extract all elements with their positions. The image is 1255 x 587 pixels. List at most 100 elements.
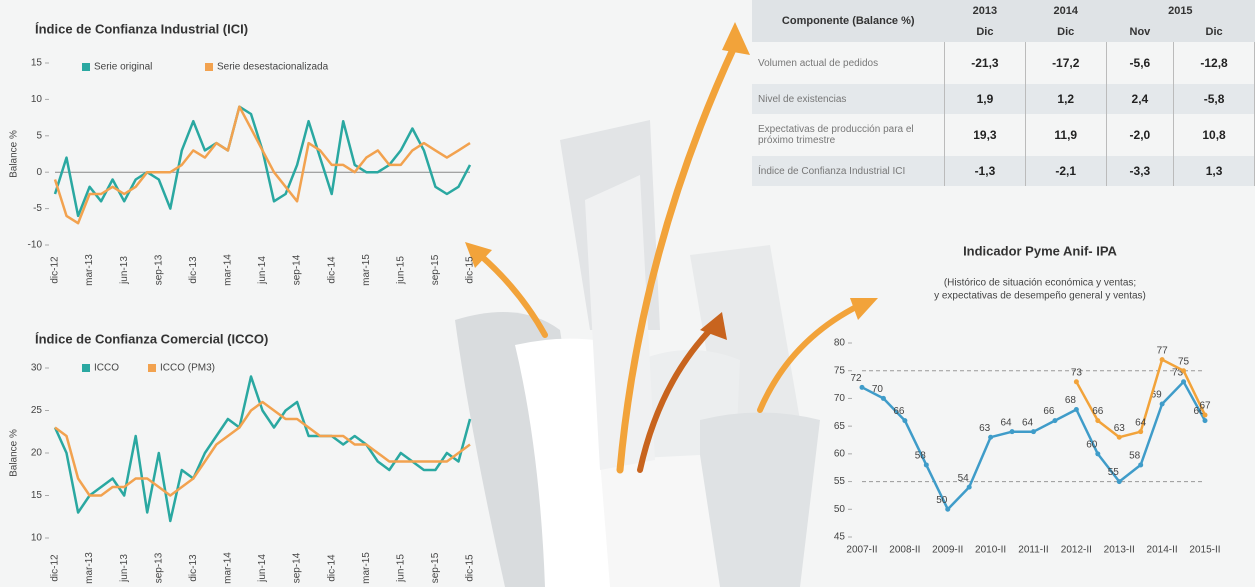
data-point bbox=[988, 434, 994, 440]
column-subheader: Dic bbox=[1173, 21, 1255, 42]
row-label: Volumen actual de pedidos bbox=[752, 42, 945, 84]
data-point bbox=[1073, 379, 1079, 385]
y-tick-label: 50 bbox=[834, 504, 846, 515]
y-tick-label: 10 bbox=[31, 533, 43, 544]
x-tick-label: 2008-II bbox=[889, 545, 920, 556]
data-label: 73 bbox=[1071, 367, 1083, 378]
data-point bbox=[1159, 357, 1165, 363]
data-label: 75 bbox=[1178, 356, 1190, 367]
data-label: 55 bbox=[1108, 467, 1120, 478]
data-point bbox=[1052, 418, 1058, 424]
y-tick-label: 70 bbox=[834, 393, 846, 404]
column-header: 2014 bbox=[1025, 0, 1107, 21]
data-label: 70 bbox=[872, 384, 884, 395]
data-label: 58 bbox=[1129, 451, 1141, 462]
x-tick-label: jun-14 bbox=[257, 256, 268, 285]
x-tick-label: 2010-II bbox=[975, 545, 1006, 556]
table-row: Expectativas de producción para el próxi… bbox=[752, 114, 1255, 156]
x-tick-label: dic-14 bbox=[326, 256, 337, 284]
series-line bbox=[53, 105, 472, 218]
data-label: 73 bbox=[1172, 367, 1184, 378]
y-tick-label: 10 bbox=[31, 94, 43, 105]
data-label: 64 bbox=[1022, 417, 1034, 428]
data-point bbox=[1095, 418, 1101, 424]
cell-value: -5,6 bbox=[1106, 42, 1175, 84]
row-label: Índice de Confianza Industrial ICI bbox=[752, 156, 945, 186]
cell-value: 1,3 bbox=[1173, 156, 1255, 186]
x-tick-label: mar-13 bbox=[84, 552, 95, 584]
x-tick-label: sep-13 bbox=[153, 552, 164, 583]
data-point bbox=[1095, 451, 1101, 457]
data-point bbox=[902, 418, 908, 424]
data-point bbox=[1159, 401, 1165, 407]
x-tick-label: jun-13 bbox=[119, 256, 130, 285]
row-label: Expectativas de producción para el próxi… bbox=[752, 114, 945, 156]
data-label: 64 bbox=[1135, 417, 1147, 428]
data-table: Componente (Balance %) 2013 2014 2015 Dic Dic… bbox=[752, 0, 1255, 186]
arrows bbox=[465, 22, 878, 474]
data-point bbox=[966, 484, 972, 490]
chart-title: Índice de Confianza Industrial (ICI) bbox=[35, 21, 248, 36]
x-tick-label: jun-14 bbox=[257, 554, 268, 583]
cell-value: -2,0 bbox=[1106, 114, 1175, 156]
legend-label: Serie desestacionalizada bbox=[217, 62, 329, 73]
data-label: 66 bbox=[1092, 406, 1104, 417]
table-row: Índice de Confianza Industrial ICI -1,3 -2… bbox=[752, 156, 1255, 186]
cell-value: 11,9 bbox=[1025, 114, 1107, 156]
legend-label: Serie original bbox=[94, 62, 152, 73]
data-point bbox=[859, 384, 865, 390]
data-label: 77 bbox=[1157, 345, 1169, 356]
cell-value: -17,2 bbox=[1025, 42, 1107, 84]
cell-value: -1,3 bbox=[944, 156, 1026, 186]
y-tick-label: 20 bbox=[31, 448, 43, 459]
data-point bbox=[880, 395, 886, 401]
y-tick-label: -10 bbox=[28, 240, 43, 251]
x-tick-label: dic-12 bbox=[50, 554, 61, 582]
y-tick-label: 25 bbox=[31, 405, 43, 416]
cell-value: -21,3 bbox=[944, 42, 1026, 84]
y-tick-label: 55 bbox=[834, 476, 846, 487]
column-header: Componente (Balance %) bbox=[752, 0, 945, 42]
table-row: Volumen actual de pedidos -21,3 -17,2 -5,6-… bbox=[752, 42, 1255, 84]
data-point bbox=[1181, 368, 1187, 374]
column-subheader: Nov bbox=[1106, 21, 1174, 42]
data-label: 68 bbox=[1065, 395, 1077, 406]
y-tick-label: 80 bbox=[834, 338, 846, 349]
data-point bbox=[1138, 462, 1144, 468]
data-label: 63 bbox=[979, 423, 991, 434]
x-tick-label: jun-13 bbox=[119, 554, 130, 583]
series-line bbox=[54, 400, 471, 497]
data-label: 60 bbox=[1086, 439, 1098, 450]
data-point bbox=[1138, 429, 1144, 435]
series-line bbox=[861, 380, 1207, 511]
x-tick-label: jun-15 bbox=[395, 256, 406, 285]
data-label: 67 bbox=[1199, 401, 1211, 412]
data-point bbox=[1116, 479, 1122, 485]
cell-value: 1,2 bbox=[1025, 84, 1107, 114]
data-label: 50 bbox=[936, 495, 948, 506]
cell-value: -3,3 bbox=[1106, 156, 1175, 186]
data-label: 72 bbox=[850, 373, 862, 384]
x-tick-label: sep-15 bbox=[430, 254, 441, 285]
column-header: 2015 bbox=[1106, 0, 1255, 21]
x-tick-label: mar-13 bbox=[84, 254, 95, 286]
legend-swatch bbox=[205, 63, 213, 71]
data-label: 66 bbox=[1043, 406, 1055, 417]
x-tick-label: dic-13 bbox=[188, 554, 199, 582]
data-point bbox=[1009, 429, 1015, 435]
x-tick-label: 2009-II bbox=[932, 545, 963, 556]
y-tick-label: 0 bbox=[36, 167, 42, 178]
y-tick-label: 15 bbox=[31, 490, 43, 501]
y-tick-label: 45 bbox=[834, 532, 846, 543]
cell-value: 1,9 bbox=[944, 84, 1026, 114]
cell-value: -12,8 bbox=[1173, 42, 1255, 84]
x-tick-label: 2011-II bbox=[1018, 545, 1048, 556]
x-tick-label: 2013-II bbox=[1104, 545, 1135, 556]
x-tick-label: sep-15 bbox=[430, 552, 441, 583]
series-line bbox=[53, 375, 472, 523]
header-row: Componente (Balance %) 2013 2014 2015 bbox=[752, 0, 1255, 42]
legend-label: ICCO bbox=[94, 363, 119, 374]
data-point bbox=[1181, 379, 1187, 385]
x-tick-label: dic-15 bbox=[465, 554, 476, 582]
